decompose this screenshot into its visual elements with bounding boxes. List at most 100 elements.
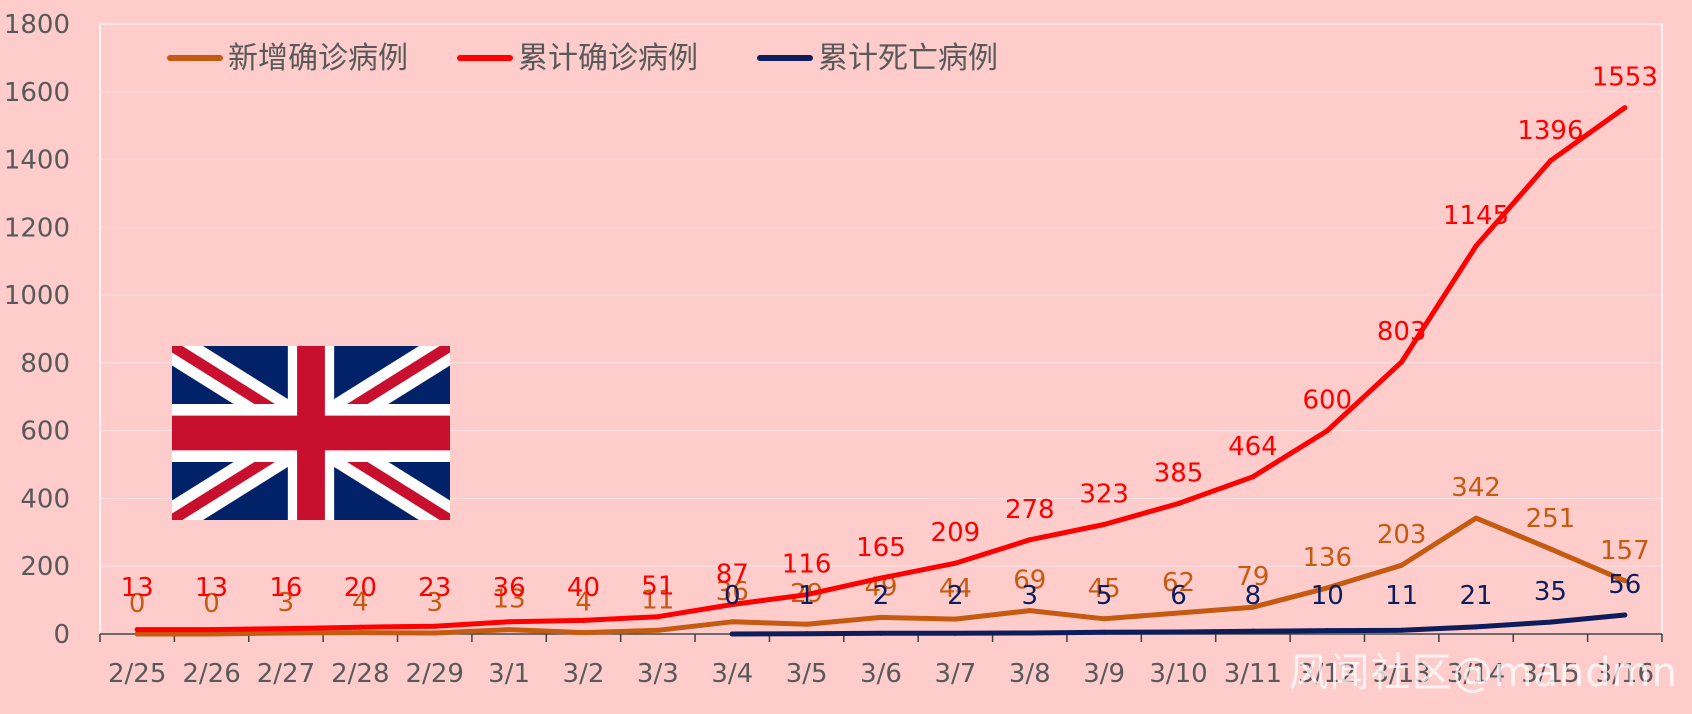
- data-point-cumulative-deaths: [804, 631, 810, 637]
- x-tick-label: 3/4: [711, 659, 753, 689]
- data-label-daily-new: 79: [1236, 562, 1269, 592]
- data-label-daily-new: 251: [1526, 504, 1576, 534]
- data-point-daily-new: [1250, 604, 1256, 610]
- x-tick-label: 2/27: [257, 659, 315, 689]
- flag-cross-red: [172, 346, 450, 521]
- y-tick-label: 1600: [4, 78, 70, 108]
- x-tick-label: 3/1: [488, 659, 530, 689]
- data-label-daily-new: 62: [1162, 568, 1195, 598]
- data-label-daily-new: 4: [352, 588, 369, 618]
- data-point-cumulative-deaths: [878, 630, 884, 636]
- data-point-cumulative-confirmed: [1324, 428, 1330, 434]
- data-label-daily-new: 13: [493, 585, 526, 615]
- data-label-cumulative-deaths: 0: [724, 581, 741, 611]
- data-label-cumulative-deaths: 2: [947, 581, 964, 611]
- data-point-cumulative-confirmed: [878, 575, 884, 581]
- y-tick-label: 800: [20, 349, 70, 379]
- data-point-cumulative-confirmed: [580, 617, 586, 623]
- x-tick-label: 2/25: [108, 659, 166, 689]
- x-tick-label: 3/5: [786, 659, 828, 689]
- data-point-daily-new: [432, 630, 438, 636]
- data-label-daily-new: 3: [426, 588, 443, 618]
- data-label-cumulative-confirmed: 803: [1377, 317, 1427, 347]
- data-point-cumulative-confirmed: [209, 627, 215, 633]
- x-tick-label: 3/15: [1521, 659, 1579, 689]
- x-tick-label: 3/2: [563, 659, 605, 689]
- data-label-cumulative-deaths: 35: [1534, 577, 1567, 607]
- data-point-cumulative-confirmed: [1547, 158, 1553, 164]
- data-label-cumulative-deaths: 21: [1460, 581, 1493, 611]
- data-point-cumulative-confirmed: [1622, 105, 1628, 111]
- data-point-cumulative-confirmed: [655, 614, 661, 620]
- data-point-cumulative-deaths: [1622, 612, 1628, 618]
- data-point-daily-new: [1547, 546, 1553, 552]
- data-point-cumulative-confirmed: [729, 602, 735, 608]
- data-label-cumulative-confirmed: 36: [493, 573, 526, 603]
- data-point-cumulative-deaths: [1027, 630, 1033, 636]
- data-point-cumulative-deaths: [729, 631, 735, 637]
- legend-label-cumulative-confirmed: 累计确诊病例: [518, 41, 698, 76]
- data-label-cumulative-confirmed: 323: [1079, 480, 1129, 510]
- data-point-cumulative-confirmed: [1473, 243, 1479, 249]
- data-label-cumulative-confirmed: 13: [195, 573, 228, 603]
- data-point-daily-new: [1101, 616, 1107, 622]
- data-point-daily-new: [506, 627, 512, 633]
- data-label-daily-new: 342: [1451, 473, 1501, 503]
- data-label-cumulative-confirmed: 464: [1228, 432, 1278, 462]
- data-point-cumulative-confirmed: [804, 592, 810, 598]
- data-label-cumulative-confirmed: 51: [641, 572, 674, 602]
- data-point-daily-new: [1473, 515, 1479, 521]
- data-point-daily-new: [283, 630, 289, 636]
- data-label-daily-new: 44: [939, 574, 972, 604]
- data-label-cumulative-deaths: 2: [873, 581, 890, 611]
- x-tick-label: 3/9: [1083, 659, 1125, 689]
- data-label-cumulative-confirmed: 23: [418, 573, 451, 603]
- x-tick-label: 3/6: [860, 659, 902, 689]
- data-point-daily-new: [1399, 562, 1405, 568]
- data-point-cumulative-confirmed: [1176, 501, 1182, 507]
- data-label-daily-new: 136: [1302, 543, 1352, 573]
- data-label-cumulative-deaths: 56: [1608, 570, 1641, 600]
- x-tick-label: 3/11: [1224, 659, 1282, 689]
- data-point-cumulative-deaths: [1101, 629, 1107, 635]
- data-point-daily-new: [804, 621, 810, 627]
- data-point-daily-new: [357, 630, 363, 636]
- data-point-cumulative-confirmed: [1250, 474, 1256, 480]
- data-point-daily-new: [1324, 585, 1330, 591]
- data-point-cumulative-deaths: [1399, 627, 1405, 633]
- y-tick-label: 1000: [4, 281, 70, 311]
- data-label-cumulative-confirmed: 40: [567, 573, 600, 603]
- x-tick-label: 2/26: [182, 659, 240, 689]
- data-label-cumulative-confirmed: 165: [856, 533, 906, 563]
- data-label-cumulative-confirmed: 1396: [1517, 116, 1583, 146]
- data-point-cumulative-deaths: [1176, 629, 1182, 635]
- data-label-cumulative-confirmed: 1553: [1592, 63, 1658, 93]
- data-point-cumulative-deaths: [1250, 628, 1256, 634]
- data-point-cumulative-deaths: [1547, 619, 1553, 625]
- x-tick-label: 3/3: [637, 659, 679, 689]
- flag-icon: [172, 346, 450, 521]
- x-tick-label: 3/7: [934, 659, 976, 689]
- data-point-cumulative-confirmed: [506, 619, 512, 625]
- data-label-cumulative-confirmed: 16: [269, 573, 302, 603]
- y-tick-label: 1400: [4, 146, 70, 176]
- y-tick-label: 600: [20, 417, 70, 447]
- data-label-cumulative-confirmed: 1145: [1443, 201, 1509, 231]
- y-tick-label: 200: [20, 552, 70, 582]
- data-point-cumulative-confirmed: [1399, 359, 1405, 365]
- x-tick-label: 2/29: [406, 659, 464, 689]
- y-tick-label: 400: [20, 484, 70, 514]
- watermark-text: 风闻社区@mandmn: [1288, 650, 1678, 696]
- data-label-cumulative-deaths: 6: [1170, 581, 1187, 611]
- data-label-cumulative-deaths: 8: [1245, 581, 1262, 611]
- x-tick-label: 3/16: [1596, 659, 1654, 689]
- data-label-daily-new: 4: [575, 588, 592, 618]
- data-label-cumulative-confirmed: 600: [1302, 386, 1352, 416]
- data-point-cumulative-confirmed: [952, 560, 958, 566]
- flag-body: [172, 346, 450, 521]
- data-point-daily-new: [655, 627, 661, 633]
- data-label-cumulative-confirmed: 20: [344, 573, 377, 603]
- data-point-daily-new: [1622, 578, 1628, 584]
- data-label-cumulative-deaths: 5: [1096, 581, 1113, 611]
